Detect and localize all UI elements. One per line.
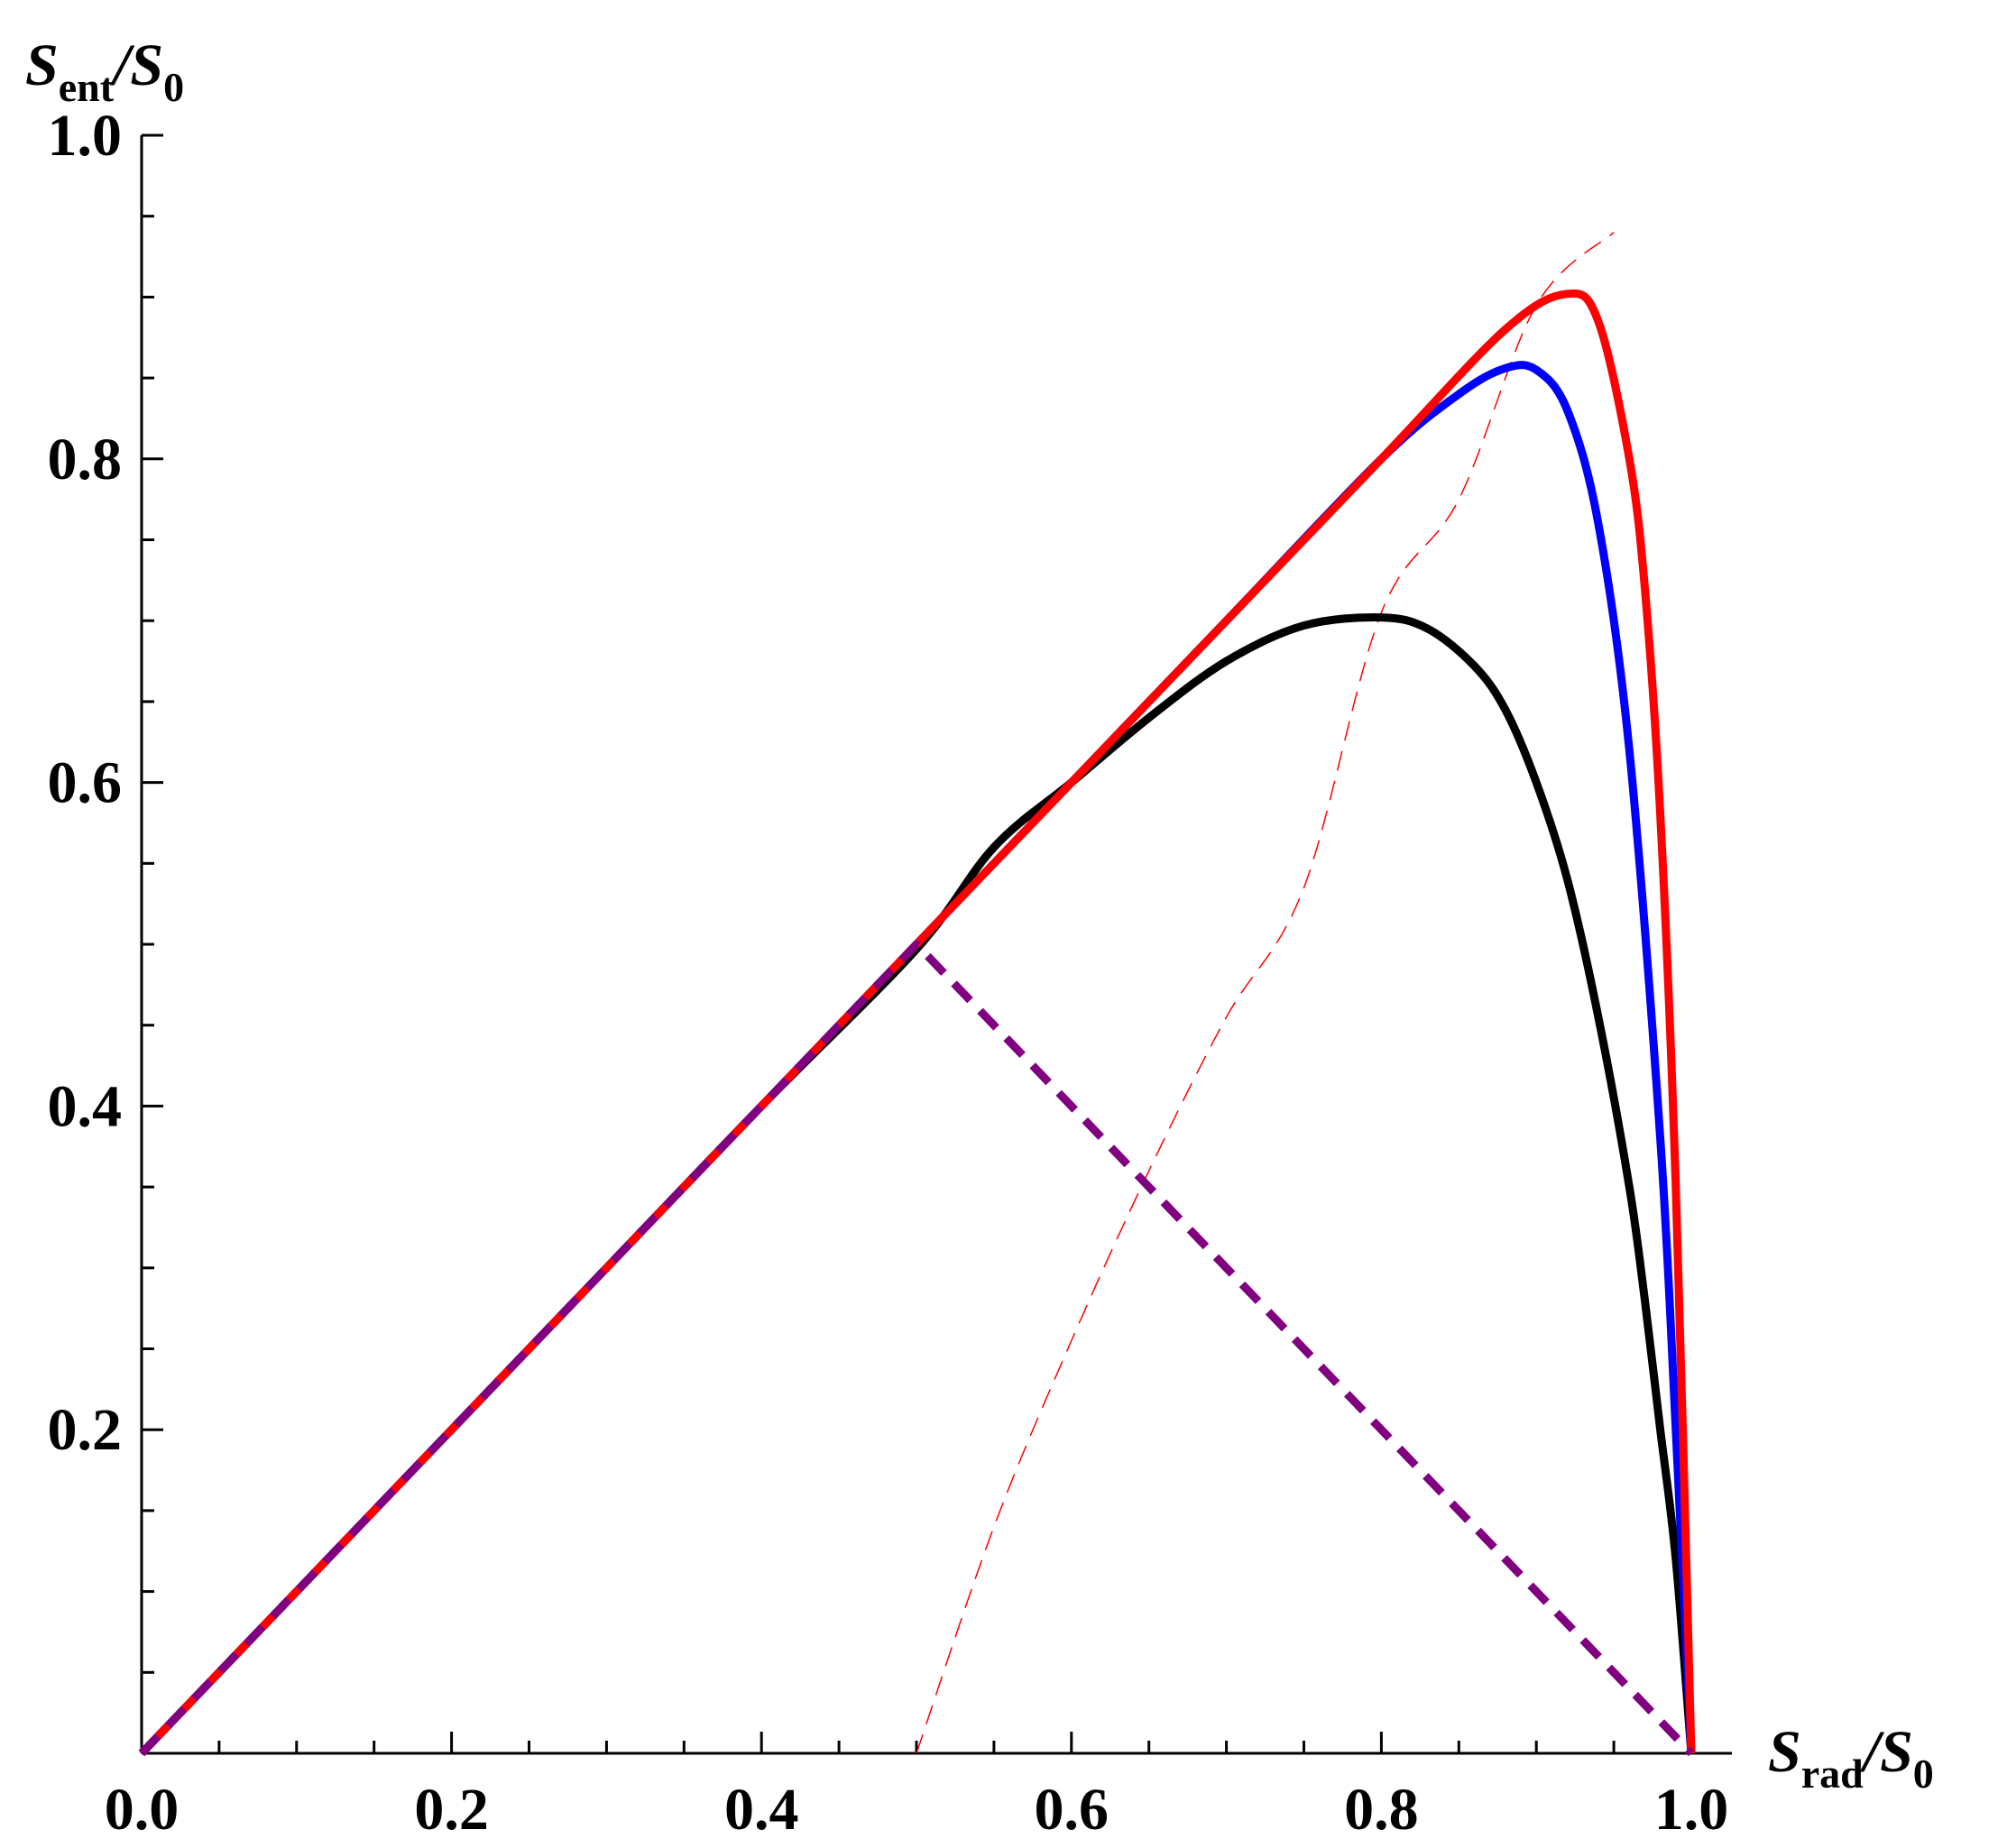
x-tick-label: 0.2	[414, 1777, 489, 1843]
y-tick-label: 0.4	[48, 1073, 123, 1139]
y-tick-label: 0.6	[48, 750, 123, 816]
x-axis-title: Srad/S0	[1768, 1719, 1934, 1797]
y-axis-title: Sent/S0	[25, 32, 185, 110]
y-tick-label: 0.2	[48, 1397, 123, 1463]
series-layer	[138, 232, 1696, 1757]
series-line-2	[138, 289, 1696, 1757]
series-line-4	[138, 940, 1695, 1757]
series-line-3	[916, 232, 1615, 1754]
series-line-1	[138, 361, 1696, 1757]
x-tick-label: 1.0	[1654, 1777, 1729, 1843]
axes	[140, 133, 1732, 1755]
x-tick-label: 0.8	[1344, 1777, 1419, 1843]
y-tick-label: 1.0	[48, 103, 123, 169]
tick-labels: 0.0 0.2 0.4 0.6 0.8 1.0 0.2 0.4 0.6 0.8 1.0	[48, 103, 1729, 1843]
x-tick-label: 0.6	[1035, 1777, 1109, 1843]
x-tick-label: 0.4	[724, 1777, 799, 1843]
y-tick-label: 0.8	[48, 427, 123, 492]
x-tick-label: 0.0	[105, 1777, 180, 1843]
series-line-0	[138, 612, 1696, 1757]
